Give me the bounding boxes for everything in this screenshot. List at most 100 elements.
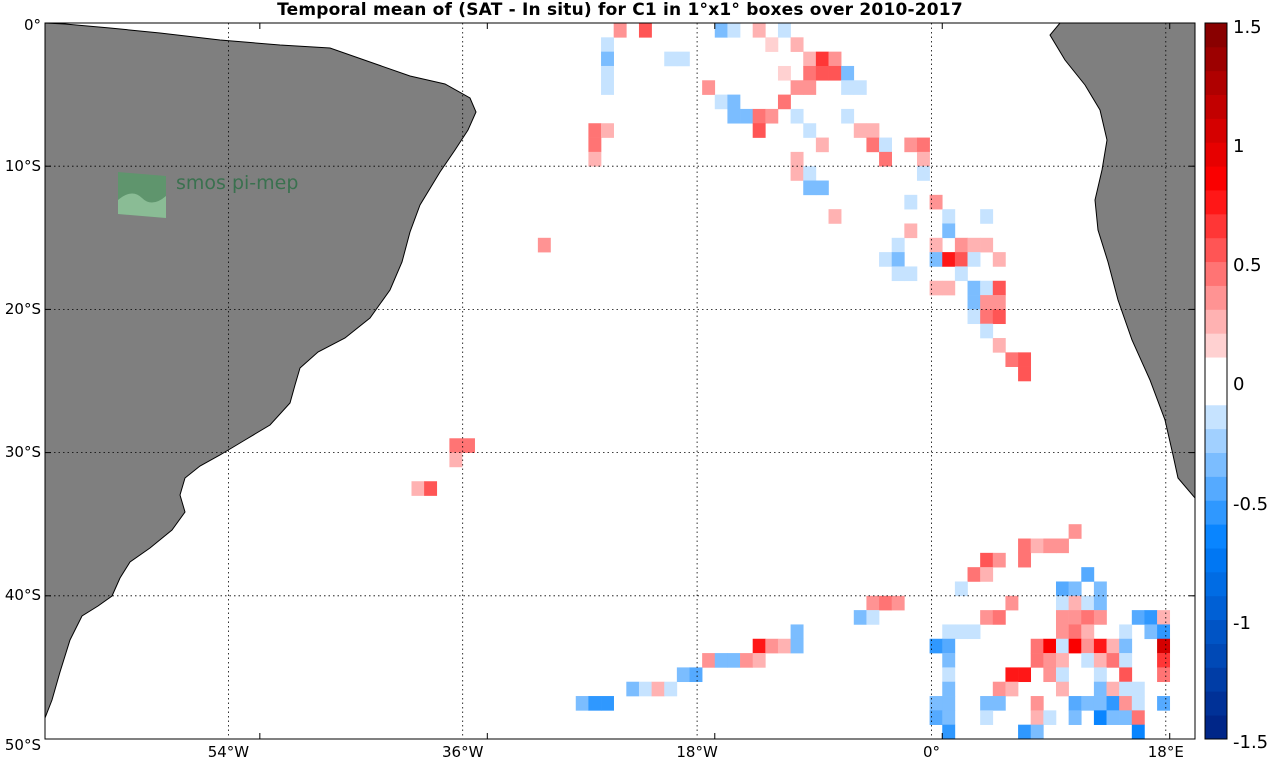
data-cell: [967, 237, 981, 253]
data-cell: [1055, 610, 1069, 625]
data-cell: [1106, 638, 1120, 654]
data-cell: [866, 123, 880, 138]
colorbar-swatch: [1205, 619, 1227, 644]
x-tick-label-18w: 18°W: [676, 743, 718, 761]
data-cell: [1081, 638, 1095, 654]
data-cell: [1030, 653, 1044, 668]
data-cell: [777, 23, 791, 38]
data-cell: [1131, 681, 1145, 697]
data-cell: [714, 653, 728, 668]
data-cell: [689, 667, 703, 683]
data-cell: [1131, 724, 1145, 739]
data-cell: [638, 681, 652, 697]
data-cell: [942, 209, 956, 224]
data-cell: [866, 595, 880, 611]
data-cell: [1081, 610, 1095, 625]
data-cell: [790, 37, 804, 52]
colorbar-swatch: [1205, 237, 1227, 263]
data-cell: [980, 309, 994, 325]
colorbar-swatch: [1205, 333, 1227, 358]
colorbar-swatch: [1205, 46, 1227, 72]
data-cell: [676, 667, 690, 683]
data-cell: [1093, 667, 1107, 683]
data-cell: [992, 309, 1006, 325]
data-cell: [1144, 624, 1158, 640]
data-cell: [942, 653, 956, 668]
data-cell: [967, 309, 981, 325]
data-cell: [916, 137, 930, 153]
x-tick-label-54w: 54°W: [208, 743, 250, 761]
colorbar-label-neg-0-5: -0.5: [1233, 494, 1268, 515]
data-cell: [588, 151, 602, 167]
data-cell: [1043, 653, 1057, 668]
data-cell: [904, 266, 918, 282]
data-cell: [992, 696, 1006, 711]
data-cell: [1131, 610, 1145, 625]
data-cell: [929, 710, 943, 725]
data-cell: [1119, 710, 1133, 725]
colorbar-swatch: [1205, 70, 1227, 95]
data-cell: [1157, 696, 1171, 711]
data-cell: [727, 108, 741, 124]
data-cell: [879, 595, 893, 611]
data-cell: [980, 323, 994, 339]
data-cell: [815, 180, 829, 196]
data-cell: [916, 151, 930, 167]
data-cell: [1081, 696, 1095, 711]
data-cell: [601, 696, 614, 711]
data-cell: [891, 266, 905, 282]
colorbar-swatch: [1205, 476, 1227, 501]
data-cell: [638, 23, 652, 38]
data-cell: [790, 80, 804, 95]
data-cell: [891, 595, 905, 611]
data-cell: [916, 166, 930, 181]
data-cell: [992, 338, 1006, 353]
data-cell: [980, 696, 994, 711]
data-cell: [752, 638, 766, 654]
x-tick-label-18e: 18°E: [1148, 743, 1184, 761]
watermark-logo: smos pi-mep: [118, 172, 298, 218]
data-cell: [777, 94, 791, 110]
data-cell: [1018, 538, 1032, 554]
data-cell: [1068, 581, 1082, 597]
data-cell: [904, 137, 918, 153]
data-cell: [891, 237, 905, 253]
data-cell: [727, 23, 741, 38]
data-cell: [1106, 710, 1120, 725]
colorbar-swatch: [1205, 500, 1227, 525]
data-cell: [942, 252, 956, 267]
data-cell: [1030, 638, 1044, 654]
data-cell: [1068, 524, 1082, 539]
data-cell: [942, 638, 956, 654]
data-cell: [954, 624, 968, 640]
data-cell: [1093, 653, 1107, 668]
data-cell: [967, 624, 981, 640]
data-cell: [866, 137, 880, 153]
data-cell: [803, 51, 817, 67]
data-cell: [853, 80, 867, 95]
colorbar-swatch: [1205, 213, 1227, 239]
data-cell: [790, 638, 804, 654]
data-cell: [1093, 710, 1107, 725]
data-cell: [1043, 667, 1057, 683]
data-cell: [588, 696, 602, 711]
data-cell: [790, 624, 804, 640]
colorbar-swatch: [1205, 166, 1227, 191]
data-cell: [790, 151, 804, 167]
data-cell: [1018, 352, 1032, 367]
y-tick-label-20s: 20°S: [5, 300, 41, 318]
colorbar-swatch: [1205, 142, 1227, 167]
data-cell: [1005, 595, 1019, 611]
data-cell: [1030, 696, 1044, 711]
data-cell: [727, 94, 741, 110]
data-cell: [740, 653, 753, 668]
data-cell: [1106, 653, 1120, 668]
data-cell: [601, 80, 614, 95]
x-tick-label-36w: 36°W: [442, 743, 484, 761]
data-cell: [1119, 681, 1133, 697]
data-cell: [1030, 710, 1044, 725]
data-cell: [1018, 552, 1032, 568]
data-cell: [1119, 696, 1133, 711]
data-cell: [992, 610, 1006, 625]
data-cell: [601, 37, 614, 52]
